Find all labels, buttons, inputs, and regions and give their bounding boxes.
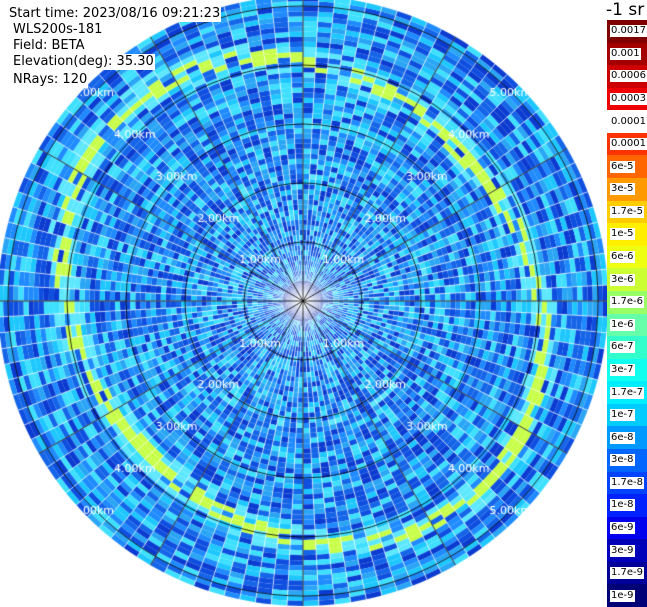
colorbar-tick-label: 1.7e-6 [610, 296, 645, 309]
colorbar-tick-label: 0.0006 [610, 70, 647, 83]
colorbar-tick-label: 0.001 [610, 47, 641, 60]
colorbar-tick-label: 1e-7 [610, 409, 635, 422]
colorbar-tick-label: 1e-8 [610, 499, 635, 512]
colorbar-tick-label: 1e-5 [610, 228, 635, 241]
colorbar-tick-label: 1.7e-7 [610, 386, 645, 399]
colorbar-tick-label: 1e-9 [610, 589, 635, 602]
colorbar-tick-label: 3e-6 [610, 273, 635, 286]
colorbar-tick-label: 0.0017 [610, 25, 647, 38]
colorbar-tick-label: 3e-5 [610, 183, 635, 196]
colorbar-tick-label: 1.7e-8 [610, 476, 645, 489]
colorbar-tick-label: 3e-7 [610, 363, 635, 376]
colorbar-tick-label: 0.0003 [610, 93, 647, 106]
colorbar-tick-label: 1.7e-9 [610, 567, 645, 580]
colorbar-tick-label: 3e-9 [610, 544, 635, 557]
colorbar-tick-label: 6e-7 [610, 341, 635, 354]
colorbar-tick-label: 1.7e-5 [610, 205, 645, 218]
colorbar-tick-label: 6e-8 [610, 431, 635, 444]
colorbar-tick-label: 6e-9 [610, 521, 635, 534]
ppi-scan-image [0, 0, 607, 607]
colorbar-tick-label: 0.0001 [610, 138, 647, 151]
field-label: Field: BETA [12, 38, 86, 54]
colorbar-tick-label: 6e-6 [610, 251, 635, 264]
colorbar-tick-label: 0.00017 [610, 115, 647, 128]
elevation-label: Elevation(deg): 35.30 [12, 54, 155, 70]
colorbar-unit-title: -1 sr [606, 0, 645, 20]
colorbar-tick-label: 3e-8 [610, 454, 635, 467]
start-time-label: Start time: 2023/08/16 09:21:23 [8, 6, 222, 22]
instrument-id-label: WLS200s-181 [12, 22, 104, 38]
colorbar-tick-label: 1e-6 [610, 318, 635, 331]
nrays-label: NRays: 120 [12, 72, 89, 88]
colorbar-tick-label: 6e-5 [610, 160, 635, 173]
colorbar: 0.0017 0.001 0.0006 0.0003 0.00017 0.0001 6e-5… [607, 20, 647, 607]
